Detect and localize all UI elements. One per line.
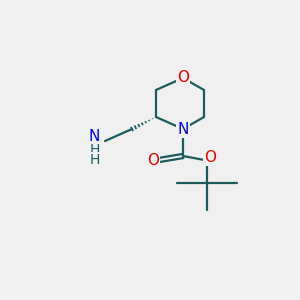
Text: O: O: [147, 153, 159, 168]
Text: H: H: [89, 153, 100, 166]
Text: O: O: [177, 70, 189, 86]
Text: H: H: [89, 143, 100, 157]
Text: O: O: [204, 150, 216, 165]
Text: N: N: [89, 129, 100, 144]
Text: N: N: [177, 122, 189, 136]
